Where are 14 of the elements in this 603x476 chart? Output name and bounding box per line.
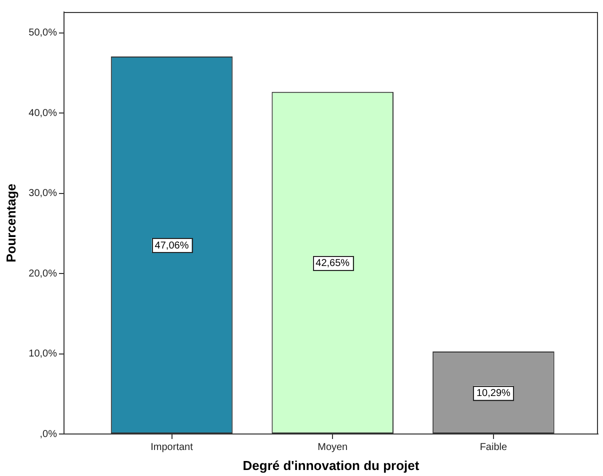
y-tick-label: 40,0% (28, 108, 58, 119)
x-tick-label: Important (150, 442, 194, 453)
data-label: 47,06% (154, 240, 189, 252)
x-tick-label: Faible (480, 442, 508, 453)
y-tick-label: 50,0% (28, 28, 58, 39)
x-tick-label: Moyen (318, 442, 348, 453)
data-label: 10,29% (476, 388, 511, 399)
y-tick-label: 30,0% (28, 188, 58, 200)
y-tick-label: 20,0% (28, 268, 58, 280)
y-tick-label: ,0% (40, 428, 58, 440)
y-tick-label: 10,0% (28, 348, 58, 360)
y-axis-title: Pourcentage (3, 184, 18, 262)
x-axis-title: Degré d'innovation du projet (242, 458, 420, 473)
data-label: 42,65% (316, 258, 350, 270)
